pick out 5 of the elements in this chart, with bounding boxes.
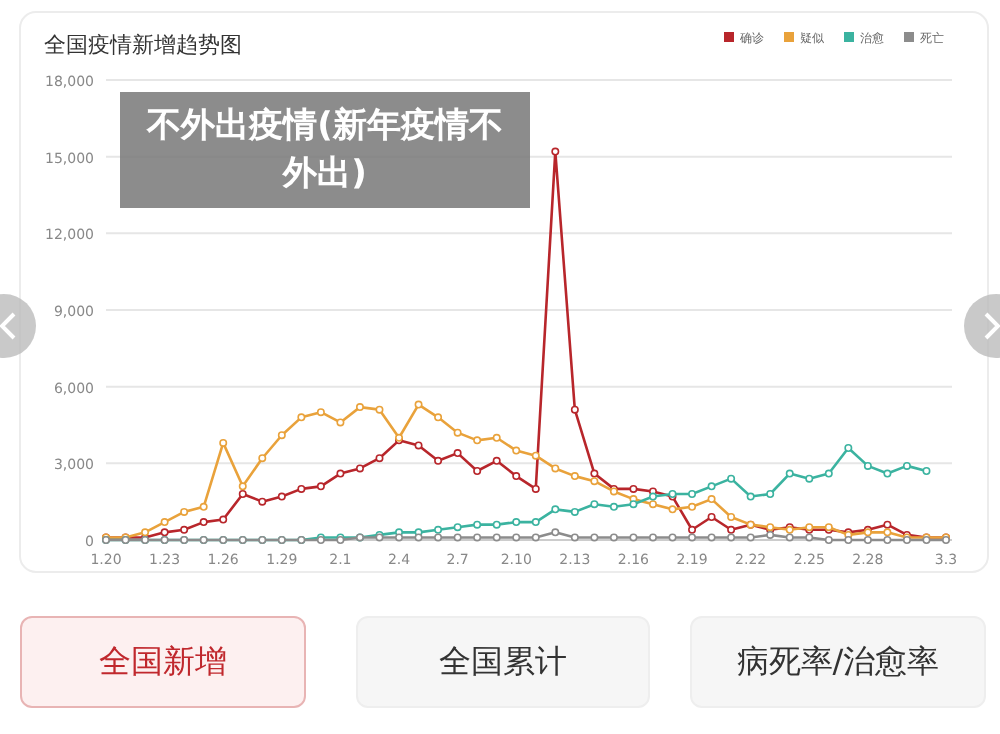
caption-overlay: 不外出疫情(新年疫情不外出) xyxy=(120,92,530,208)
text: 全国累计 xyxy=(356,616,650,708)
chart-title: 全国疫情新增趋势图 xyxy=(44,32,242,58)
text: 病死率/治愈率 xyxy=(690,616,986,708)
text: 全国新增 xyxy=(20,616,306,708)
